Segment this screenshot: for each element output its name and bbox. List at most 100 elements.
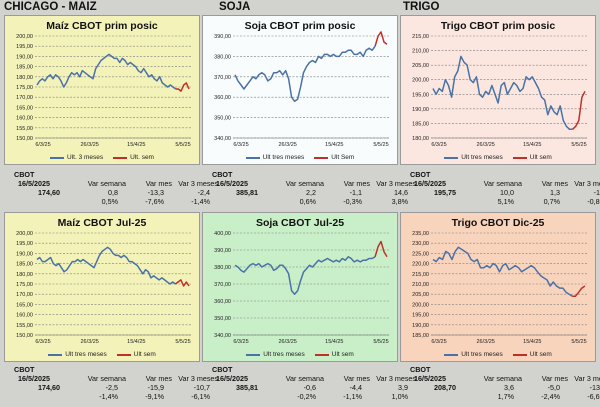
chart-plot: 185,00 190,00 195,00 200,00 205,00 210,00 215,… bbox=[412, 231, 587, 345]
series-line-main bbox=[36, 53, 177, 90]
stats-pct-3m: -1,4% bbox=[191, 197, 210, 206]
x-tick-label: 26/3/25 bbox=[476, 142, 494, 148]
stats-pct-week: 5,1% bbox=[497, 197, 514, 206]
chart-title: Maíz CBOT prim posic bbox=[46, 20, 158, 32]
stats-abs-3m: 3,9 bbox=[398, 383, 408, 392]
legend-swatch-week bbox=[314, 156, 329, 159]
stats-header-month: Var mes bbox=[145, 374, 172, 383]
stats-header-month: Var mes bbox=[541, 179, 568, 188]
stats-pct-month: -9,1% bbox=[145, 392, 164, 401]
stats-header-week: Var semana bbox=[483, 374, 522, 383]
chart-panel-trigo-dic25: Trigo CBOT Dic-25 185,00 190,00 195,00 200,… bbox=[400, 212, 596, 362]
stats-pct-month: -0,3% bbox=[343, 197, 362, 206]
legend-label-main: Ult tres meses bbox=[461, 154, 503, 161]
chart-title: Trigo CBOT prim posic bbox=[440, 20, 556, 32]
x-tick-label: 15/4/25 bbox=[325, 142, 343, 148]
y-tick-label: 210,00 bbox=[412, 49, 429, 55]
legend-swatch-main bbox=[245, 156, 260, 159]
y-tick-label: 155,00 bbox=[16, 126, 33, 132]
x-tick-label: 6/3/25 bbox=[233, 142, 248, 148]
y-tick-label: 235,00 bbox=[412, 231, 429, 237]
stats-pct-3m: -6,6% bbox=[587, 392, 600, 401]
y-tick-label: 170,00 bbox=[16, 292, 33, 298]
stats-label: CBOT bbox=[410, 170, 431, 179]
chart-panel-maiz-jul25: Maíz CBOT Jul-25 150,00 155,00 160,00 165,0… bbox=[4, 212, 200, 362]
y-tick-label: 190,00 bbox=[16, 54, 33, 60]
x-tick-label: 5/5/25 bbox=[175, 142, 190, 148]
stats-header-3m: Var 3 meses bbox=[376, 374, 416, 383]
stats-header-3m: Var 3 meses bbox=[178, 374, 218, 383]
y-tick-label: 185,00 bbox=[412, 121, 429, 127]
legend-item-week: Ult Sem bbox=[314, 154, 354, 161]
y-tick-label: 195,00 bbox=[16, 44, 33, 50]
y-tick-label: 165,00 bbox=[16, 302, 33, 308]
legend-item-week: Ult sem bbox=[512, 351, 552, 358]
stats-pct-month: -2,4% bbox=[541, 392, 560, 401]
y-tick-label: 380,00 bbox=[214, 265, 231, 271]
stats-block-soja-prim: CBOT 16/5/2025 Var semana Var mes Var 3 … bbox=[202, 166, 416, 210]
y-tick-label: 190,00 bbox=[412, 323, 429, 329]
series-line-week bbox=[374, 240, 388, 258]
stats-pct-week: 0,6% bbox=[299, 197, 316, 206]
stats-abs-month: -13,3 bbox=[147, 188, 164, 197]
stats-pct-month: -1,1% bbox=[343, 392, 362, 401]
stats-pct-month: -7,6% bbox=[145, 197, 164, 206]
stats-label: CBOT bbox=[212, 365, 233, 374]
y-tick-label: 190,00 bbox=[412, 107, 429, 113]
chart-legend: Ult tres meses Ult sem bbox=[203, 351, 397, 358]
stats-abs-month: -1,1 bbox=[349, 188, 362, 197]
y-tick-label: 170,00 bbox=[16, 95, 33, 101]
stats-header-3m: Var 3 meses bbox=[574, 179, 600, 188]
y-tick-label: 360,00 bbox=[214, 95, 231, 101]
stats-block-trigo-prim: CBOT 16/5/2025 Var semana Var mes Var 3 … bbox=[400, 166, 600, 210]
legend-swatch-main bbox=[246, 353, 261, 356]
stats-header-month: Var mes bbox=[343, 374, 370, 383]
stats-date: 16/5/2025 bbox=[18, 374, 50, 383]
x-tick-label: 15/4/25 bbox=[523, 339, 541, 345]
legend-item-week: Ult sem bbox=[512, 154, 552, 161]
legend-label-week: Ult sem bbox=[529, 351, 552, 358]
series-line-main bbox=[432, 55, 573, 131]
x-tick-label: 6/3/25 bbox=[431, 339, 446, 345]
stats-price: 174,60 bbox=[38, 188, 60, 197]
y-tick-label: 370,00 bbox=[214, 75, 231, 81]
stats-header-week: Var semana bbox=[87, 374, 126, 383]
y-tick-label: 160,00 bbox=[16, 313, 33, 319]
series-line-main bbox=[234, 256, 376, 295]
stats-date: 16/5/2025 bbox=[18, 179, 50, 188]
legend-swatch-main bbox=[444, 156, 459, 159]
stats-pct-3m: 1,0% bbox=[391, 392, 408, 401]
legend-swatch-week bbox=[113, 156, 128, 159]
stats-pct-week: 1,7% bbox=[497, 392, 514, 401]
y-tick-label: 215,00 bbox=[412, 34, 429, 40]
chart-plot: 340,00 350,00 360,00 370,00 380,00 390,00 6/3/… bbox=[214, 31, 389, 148]
y-tick-label: 175,00 bbox=[16, 282, 33, 288]
chart-legend: Ult tres meses Ult sem bbox=[401, 351, 595, 358]
stats-price: 195,75 bbox=[434, 188, 456, 197]
stats-header-week: Var semana bbox=[285, 179, 324, 188]
legend-item-week: Ult sem bbox=[116, 351, 156, 358]
stats-block-soja-jul25: CBOT 16/5/2025 Var semana Var mes Var 3 … bbox=[202, 363, 416, 407]
y-tick-label: 350,00 bbox=[214, 116, 231, 122]
legend-swatch-main bbox=[48, 353, 63, 356]
x-tick-label: 15/4/25 bbox=[127, 339, 145, 345]
legend-swatch-main bbox=[50, 156, 65, 159]
stats-abs-month: -4,4 bbox=[349, 383, 362, 392]
y-tick-label: 390,00 bbox=[214, 34, 231, 40]
y-tick-label: 180,00 bbox=[16, 272, 33, 278]
section-title-soja: SOJA bbox=[219, 1, 251, 13]
series-line-week bbox=[374, 31, 388, 47]
y-tick-label: 350,00 bbox=[214, 316, 231, 322]
stats-abs-week: 2,2 bbox=[306, 188, 316, 197]
stats-abs-week: -0,6 bbox=[303, 383, 316, 392]
legend-swatch-week bbox=[116, 353, 131, 356]
x-tick-label: 5/5/25 bbox=[175, 339, 190, 345]
stats-header-month: Var mes bbox=[541, 374, 568, 383]
x-tick-label: 15/4/25 bbox=[523, 142, 541, 148]
legend-swatch-week bbox=[314, 353, 329, 356]
stats-abs-3m: 14,6 bbox=[394, 188, 408, 197]
chart-title: Trigo CBOT Dic-25 bbox=[451, 217, 545, 229]
stats-abs-week: 0,8 bbox=[108, 188, 118, 197]
stats-header-3m: Var 3 meses bbox=[376, 179, 416, 188]
series-line-week bbox=[572, 285, 586, 297]
